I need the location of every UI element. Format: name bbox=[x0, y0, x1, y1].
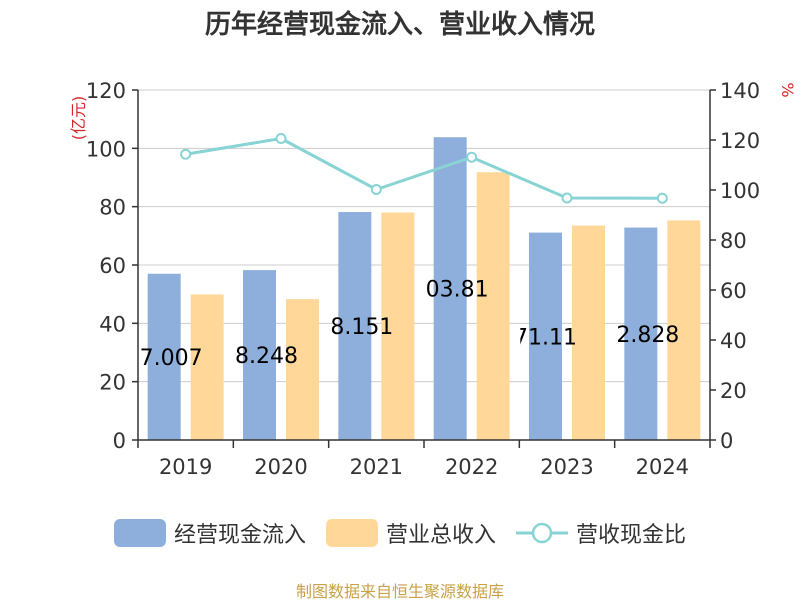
x-axis-tick-label: 2022 bbox=[445, 455, 498, 479]
bar-revenue bbox=[667, 220, 701, 440]
left-axis-tick-label: 0 bbox=[113, 429, 126, 453]
chart-title: 历年经营现金流入、营业收入情况 bbox=[204, 10, 595, 40]
bar-cash-inflow bbox=[433, 137, 467, 441]
left-axis-tick-label: 120 bbox=[86, 79, 126, 103]
right-axis-tick-label: 100 bbox=[720, 179, 760, 203]
bar-cash-inflow bbox=[243, 270, 276, 440]
ratio-point bbox=[275, 133, 287, 144]
legend-label-ratio: 营收现金比 bbox=[576, 523, 687, 548]
legend-item-ratio[interactable]: 营收现金比 bbox=[516, 517, 686, 549]
ratio-point bbox=[561, 192, 573, 204]
bar-revenue bbox=[190, 294, 224, 440]
left-axis-tick-label: 60 bbox=[99, 254, 126, 278]
left-axis-tick-label: 20 bbox=[99, 371, 126, 395]
legend-item-revenue[interactable]: 营业总收入 bbox=[325, 517, 496, 549]
bar-cash-inflow bbox=[624, 227, 658, 440]
ratio-point bbox=[656, 192, 668, 204]
data-label-cash-inflow: 103.81 bbox=[412, 278, 489, 303]
bar-revenue bbox=[476, 172, 510, 440]
x-axis-tick-label: 2020 bbox=[254, 455, 307, 479]
right-axis-tick-label: 80 bbox=[720, 229, 747, 253]
right-axis-tick-label: 140 bbox=[720, 79, 760, 103]
data-label-cash-inflow: 57.007 bbox=[126, 346, 203, 371]
left-axis-tick-label: 80 bbox=[99, 196, 126, 220]
bars bbox=[147, 137, 701, 441]
axes: 0 20 40 60 80 100 120 0 20 40 60 80 100 120 140 (亿元)% 20… bbox=[69, 79, 797, 479]
legend-swatch-revenue bbox=[325, 519, 378, 547]
x-axis-tick-label: 2021 bbox=[350, 455, 403, 479]
left-axis-unit: (亿元) bbox=[69, 96, 88, 141]
bar-cash-inflow bbox=[147, 273, 181, 440]
source-note: 制图数据来自恒生聚源数据库 bbox=[295, 582, 504, 601]
gridlines bbox=[138, 89, 710, 383]
right-axis-tick-label: 40 bbox=[720, 329, 747, 353]
legend: 经营现金流入 营业总收入 营收现金比 bbox=[0, 517, 800, 549]
ratio-line bbox=[180, 133, 668, 204]
right-axis-tick-label: 20 bbox=[720, 379, 747, 403]
legend-label-cash-inflow: 经营现金流入 bbox=[173, 523, 306, 548]
ratio-polyline bbox=[185, 136, 663, 200]
bar-revenue bbox=[286, 299, 319, 440]
ratio-point bbox=[466, 151, 478, 163]
x-axis-tick-label: 2019 bbox=[159, 455, 212, 479]
data-label-cash-inflow: 72.828 bbox=[602, 323, 679, 348]
legend-swatch-cash-inflow bbox=[113, 519, 166, 547]
legend-line-ratio bbox=[516, 522, 568, 544]
right-axis-tick-label: 60 bbox=[720, 279, 747, 303]
left-axis-tick-label: 100 bbox=[86, 137, 126, 161]
data-label-cash-inflow: 71.11 bbox=[514, 325, 577, 350]
bar-revenue bbox=[572, 225, 605, 440]
data-label-cash-inflow: 78.151 bbox=[316, 315, 393, 340]
legend-label-revenue: 营业总收入 bbox=[385, 523, 496, 548]
right-axis-tick-label: 120 bbox=[720, 129, 760, 153]
legend-item-cash-inflow[interactable]: 经营现金流入 bbox=[113, 517, 306, 549]
x-axis-tick-label: 2024 bbox=[636, 455, 689, 479]
bar-cash-inflow bbox=[529, 232, 562, 440]
bar-cash-inflow bbox=[338, 212, 372, 440]
ratio-point bbox=[180, 148, 192, 160]
data-labels: 57.007 58.248 78.151 103.81 71.11 72.828 bbox=[126, 278, 679, 371]
left-axis-tick-label: 40 bbox=[99, 312, 126, 336]
right-axis-tick-label: 0 bbox=[720, 429, 733, 453]
right-axis-unit: % bbox=[778, 82, 797, 97]
data-label-cash-inflow: 58.248 bbox=[221, 344, 298, 369]
bar-revenue bbox=[381, 212, 415, 440]
ratio-point bbox=[370, 184, 382, 195]
x-axis-tick-label: 2023 bbox=[540, 455, 593, 479]
